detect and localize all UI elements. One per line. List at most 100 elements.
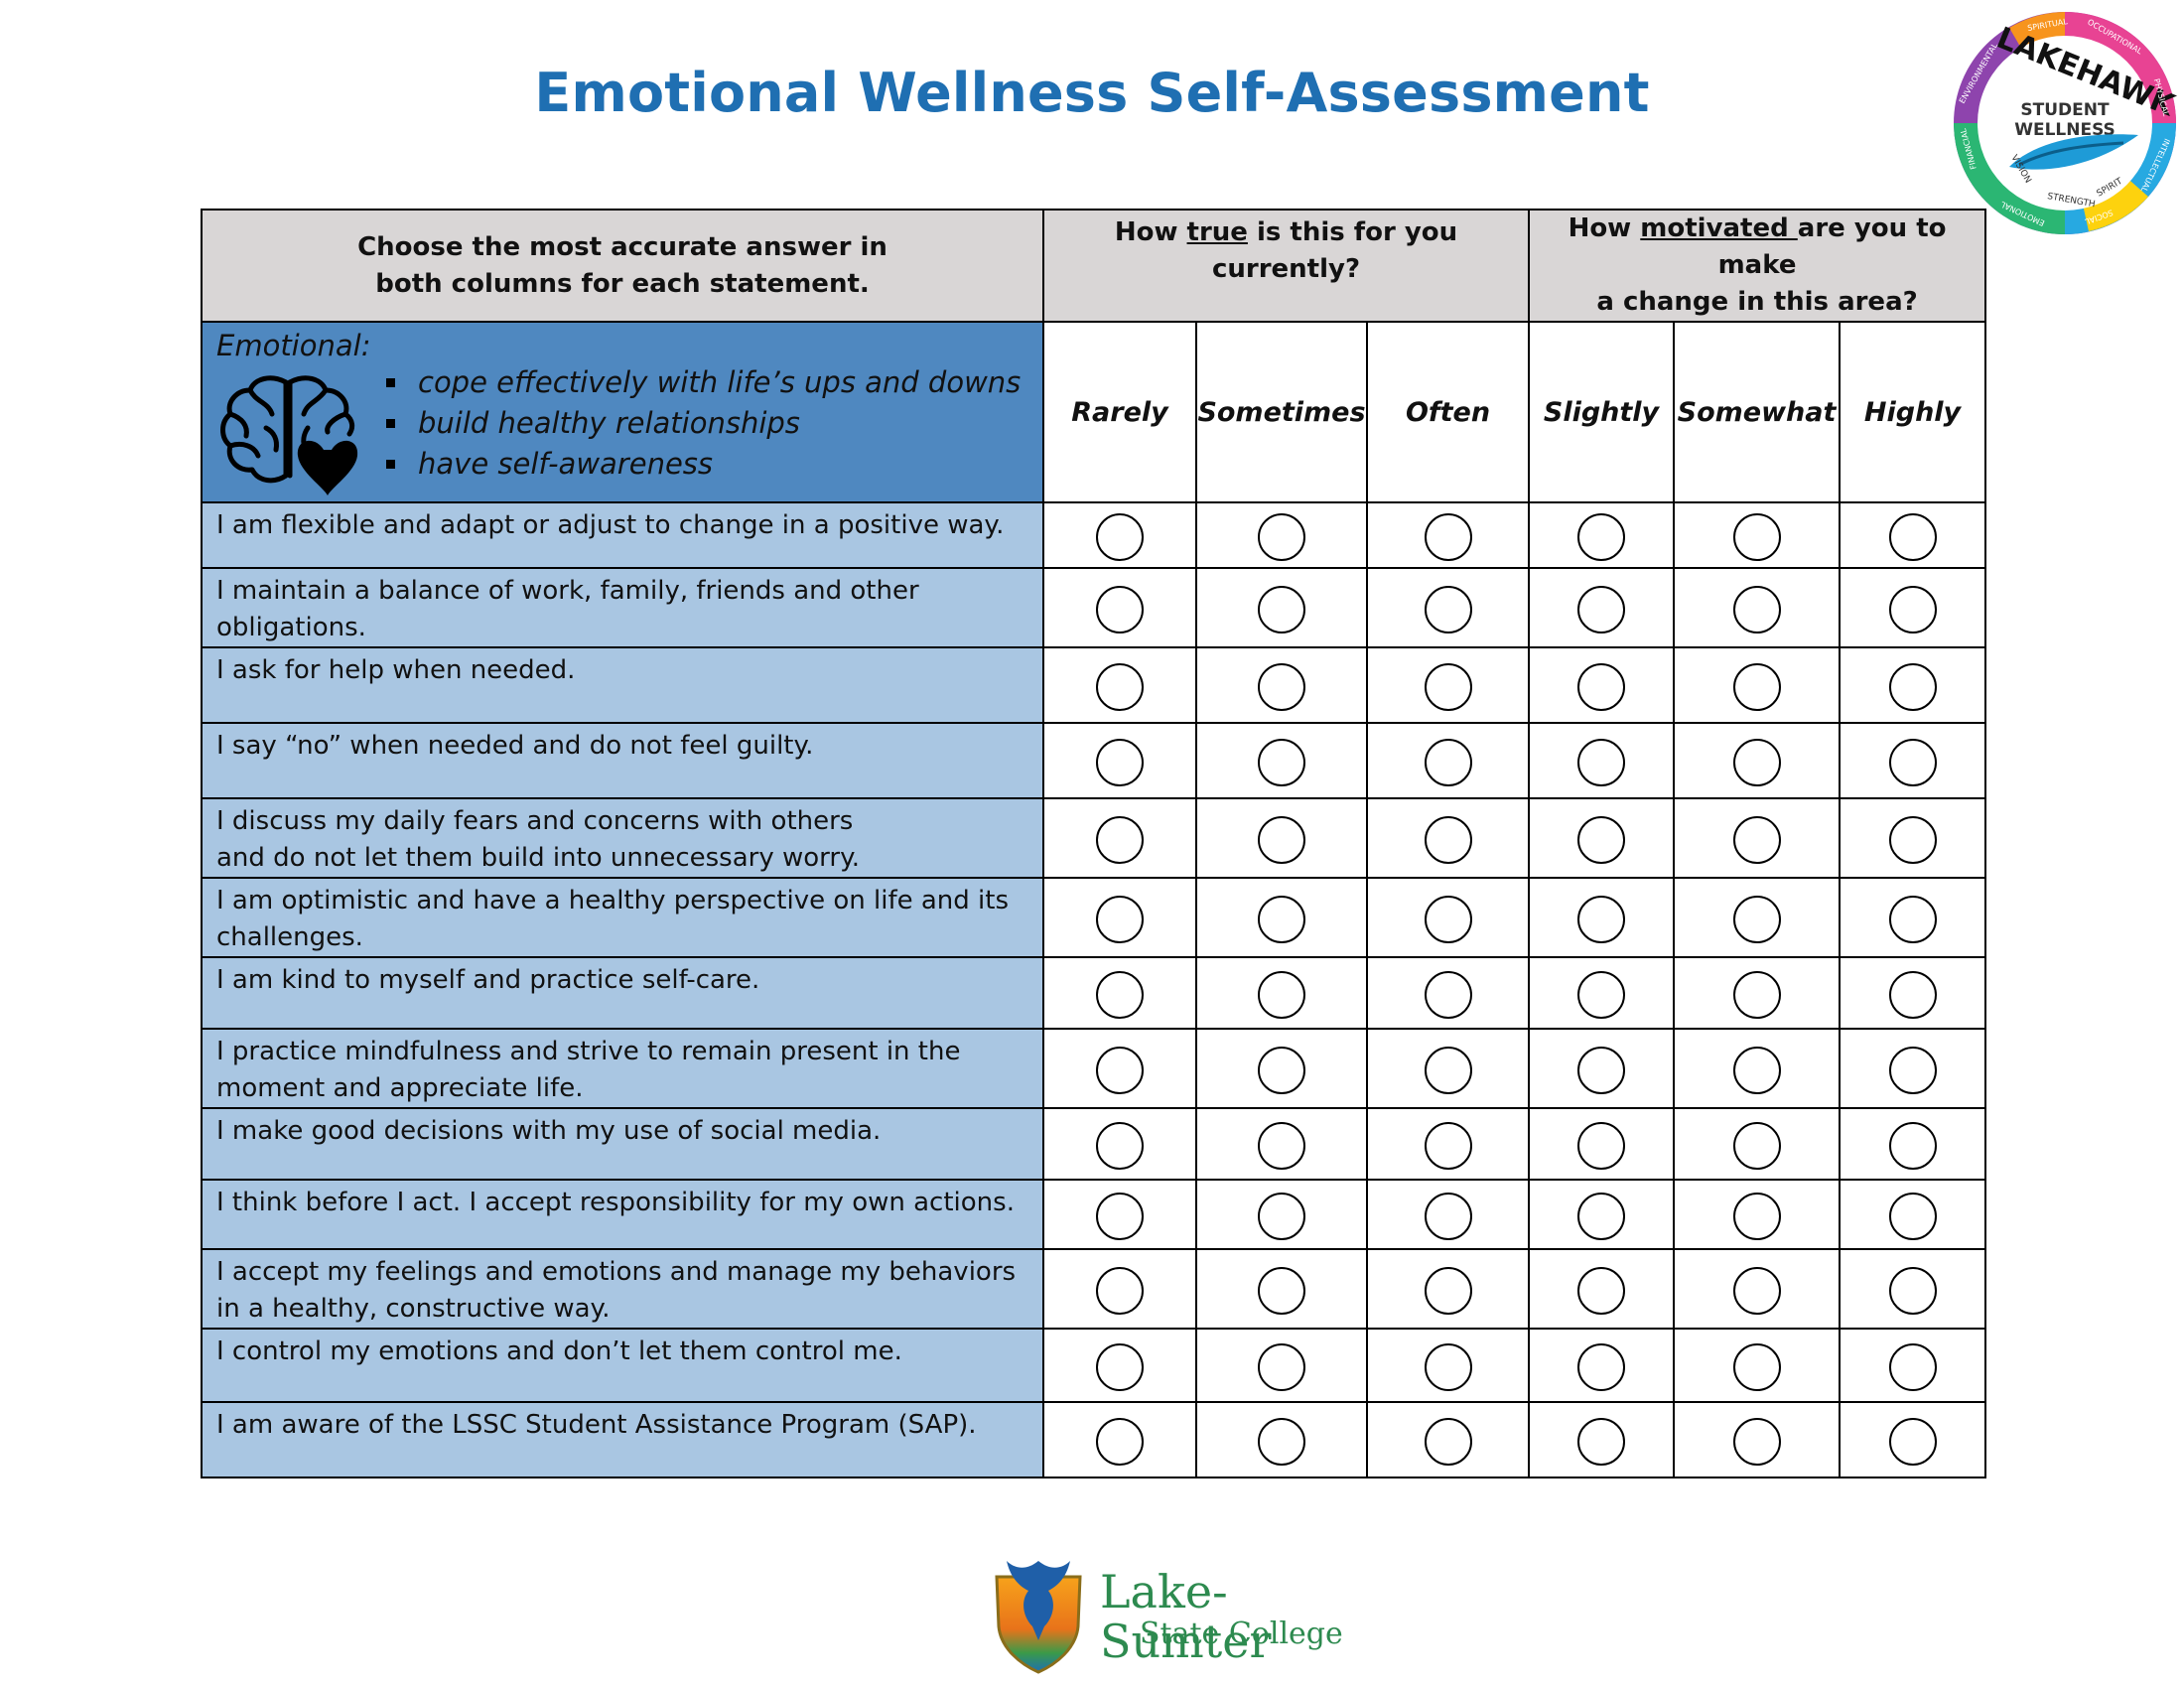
- answer-cell-sometimes: [1195, 1179, 1368, 1250]
- radio-often[interactable]: [1424, 1193, 1472, 1240]
- radio-slightly[interactable]: [1577, 1047, 1626, 1094]
- answer-cell-often: [1365, 567, 1531, 648]
- radio-slightly[interactable]: [1577, 663, 1626, 711]
- radio-highly[interactable]: [1888, 663, 1937, 711]
- radio-somewhat[interactable]: [1732, 1047, 1781, 1094]
- radio-sometimes[interactable]: [1258, 896, 1305, 943]
- radio-somewhat[interactable]: [1732, 1418, 1781, 1466]
- radio-highly[interactable]: [1888, 1122, 1937, 1170]
- radio-rarely[interactable]: [1096, 1193, 1144, 1240]
- radio-highly[interactable]: [1888, 1267, 1937, 1315]
- radio-often[interactable]: [1424, 896, 1472, 943]
- radio-often[interactable]: [1424, 739, 1472, 786]
- radio-somewhat[interactable]: [1732, 896, 1781, 943]
- radio-sometimes[interactable]: [1258, 1047, 1305, 1094]
- radio-somewhat[interactable]: [1732, 971, 1781, 1019]
- answer-cell-often: [1365, 956, 1531, 1030]
- answer-cell-slightly: [1528, 1107, 1676, 1181]
- radio-often[interactable]: [1424, 663, 1472, 711]
- radio-highly[interactable]: [1888, 1193, 1937, 1240]
- radio-slightly[interactable]: [1577, 739, 1626, 786]
- radio-sometimes[interactable]: [1258, 816, 1305, 864]
- answer-cell-sometimes: [1195, 797, 1368, 879]
- radio-slightly[interactable]: [1577, 586, 1626, 633]
- radio-sometimes[interactable]: [1258, 663, 1305, 711]
- radio-often[interactable]: [1424, 971, 1472, 1019]
- radio-sometimes[interactable]: [1258, 513, 1305, 561]
- radio-highly[interactable]: [1888, 739, 1937, 786]
- radio-somewhat[interactable]: [1732, 1343, 1781, 1391]
- radio-slightly[interactable]: [1577, 1343, 1626, 1391]
- answer-cell-highly: [1839, 1248, 1987, 1330]
- statement-cell: I am aware of the LSSC Student Assistanc…: [201, 1401, 1044, 1478]
- table-row: I am optimistic and have a healthy persp…: [201, 877, 1987, 958]
- radio-highly[interactable]: [1888, 1418, 1937, 1466]
- radio-sometimes[interactable]: [1258, 1418, 1305, 1466]
- statement-rows: I am flexible and adapt or adjust to cha…: [201, 501, 1987, 1478]
- radio-rarely[interactable]: [1096, 513, 1144, 561]
- radio-sometimes[interactable]: [1258, 739, 1305, 786]
- assessment-table: Choose the most accurate answer in both …: [201, 209, 1987, 1478]
- radio-rarely[interactable]: [1096, 1267, 1144, 1315]
- radio-rarely[interactable]: [1096, 586, 1144, 633]
- radio-often[interactable]: [1424, 1343, 1472, 1391]
- radio-slightly[interactable]: [1577, 513, 1626, 561]
- answer-cell-sometimes: [1195, 501, 1368, 569]
- radio-highly[interactable]: [1888, 1047, 1937, 1094]
- radio-highly[interactable]: [1888, 816, 1937, 864]
- table-row: I control my emotions and don’t let them…: [201, 1328, 1987, 1403]
- emotional-category-cell: Emotional: cope effectively with l: [201, 321, 1044, 503]
- radio-slightly[interactable]: [1577, 1418, 1626, 1466]
- radio-highly[interactable]: [1888, 1343, 1937, 1391]
- radio-somewhat[interactable]: [1732, 1267, 1781, 1315]
- radio-highly[interactable]: [1888, 971, 1937, 1019]
- radio-sometimes[interactable]: [1258, 1267, 1305, 1315]
- radio-rarely[interactable]: [1096, 739, 1144, 786]
- radio-often[interactable]: [1424, 1047, 1472, 1094]
- radio-sometimes[interactable]: [1258, 1343, 1305, 1391]
- radio-somewhat[interactable]: [1732, 1122, 1781, 1170]
- emotional-label: Emotional:: [216, 329, 371, 362]
- radio-slightly[interactable]: [1577, 816, 1626, 864]
- radio-often[interactable]: [1424, 1122, 1472, 1170]
- radio-often[interactable]: [1424, 1418, 1472, 1466]
- radio-slightly[interactable]: [1577, 896, 1626, 943]
- answer-cell-rarely: [1042, 501, 1197, 569]
- radio-rarely[interactable]: [1096, 663, 1144, 711]
- radio-rarely[interactable]: [1096, 816, 1144, 864]
- radio-sometimes[interactable]: [1258, 1122, 1305, 1170]
- radio-highly[interactable]: [1888, 586, 1937, 633]
- radio-rarely[interactable]: [1096, 1343, 1144, 1391]
- emotional-bullet-list: cope effectively with life’s ups and dow…: [386, 362, 1021, 485]
- radio-somewhat[interactable]: [1732, 586, 1781, 633]
- radio-rarely[interactable]: [1096, 1418, 1144, 1466]
- badge-line2: WELLNESS: [2014, 120, 2116, 140]
- radio-sometimes[interactable]: [1258, 971, 1305, 1019]
- radio-slightly[interactable]: [1577, 1193, 1626, 1240]
- lakehawk-wellness-badge-icon: LAKEHAWK STUDENT WELLNESS VISION STRENGT…: [1954, 12, 2180, 234]
- radio-somewhat[interactable]: [1732, 663, 1781, 711]
- radio-often[interactable]: [1424, 513, 1472, 561]
- statement-text: obligations.: [216, 613, 366, 642]
- radio-often[interactable]: [1424, 816, 1472, 864]
- radio-often[interactable]: [1424, 586, 1472, 633]
- answer-cell-sometimes: [1195, 1107, 1368, 1181]
- radio-highly[interactable]: [1888, 896, 1937, 943]
- radio-somewhat[interactable]: [1732, 816, 1781, 864]
- radio-sometimes[interactable]: [1258, 586, 1305, 633]
- radio-slightly[interactable]: [1577, 1122, 1626, 1170]
- radio-slightly[interactable]: [1577, 1267, 1626, 1315]
- radio-rarely[interactable]: [1096, 896, 1144, 943]
- radio-slightly[interactable]: [1577, 971, 1626, 1019]
- radio-highly[interactable]: [1888, 513, 1937, 561]
- radio-somewhat[interactable]: [1732, 513, 1781, 561]
- radio-somewhat[interactable]: [1732, 739, 1781, 786]
- radio-somewhat[interactable]: [1732, 1193, 1781, 1240]
- radio-rarely[interactable]: [1096, 1047, 1144, 1094]
- table-row: I say “no” when needed and do not feel g…: [201, 722, 1987, 799]
- radio-often[interactable]: [1424, 1267, 1472, 1315]
- radio-rarely[interactable]: [1096, 971, 1144, 1019]
- radio-sometimes[interactable]: [1258, 1193, 1305, 1240]
- answer-cell-slightly: [1528, 797, 1676, 879]
- radio-rarely[interactable]: [1096, 1122, 1144, 1170]
